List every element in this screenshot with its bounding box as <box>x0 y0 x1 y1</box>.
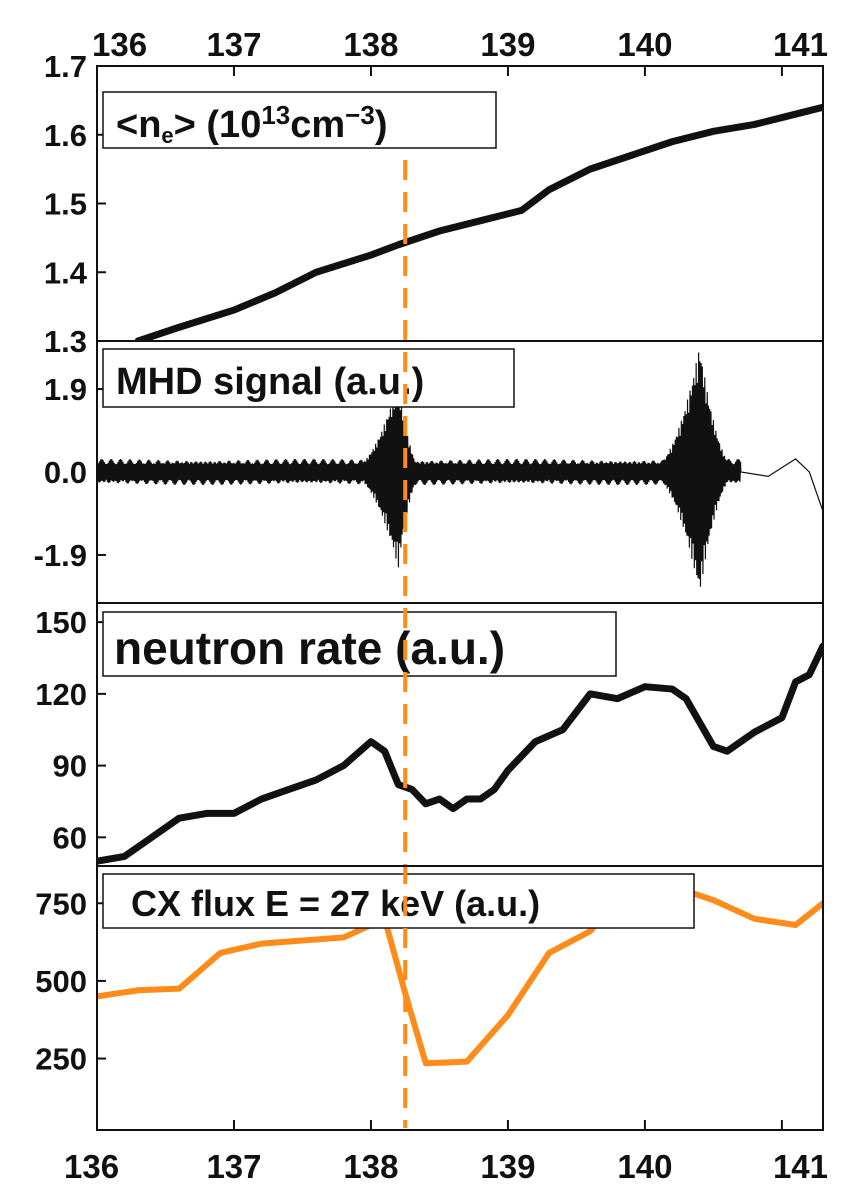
mhd-y-axis: 1.9 0.0 -1.9 <box>34 372 106 573</box>
cx-title: CX flux E = 27 keV (a.u.) <box>131 883 540 924</box>
bottom-x-axis: 136 137 138 139 140 141 <box>64 1120 828 1185</box>
density-y-tick-label: 1.7 <box>44 49 87 84</box>
mhd-y-tick-label: 0.0 <box>44 455 87 490</box>
bottom-x-tick-label: 138 <box>343 1148 398 1185</box>
density-series-line <box>134 103 823 341</box>
mhd-panel: 1.9 0.0 -1.9 MHD signal (a.u.) <box>34 348 824 587</box>
density-y-tick-label: 1.4 <box>44 255 88 290</box>
neutron-title-box: neutron rate (a.u.) <box>102 611 617 677</box>
cx-y-tick-label: 750 <box>35 886 87 921</box>
bottom-x-tick-label: 140 <box>617 1148 672 1185</box>
top-x-tick-label: 140 <box>617 26 672 63</box>
cx-y-axis: 750 500 250 <box>35 886 106 1077</box>
density-y-tick-label: 1.6 <box>44 118 87 153</box>
mhd-title-box: MHD signal (a.u.) <box>102 348 515 408</box>
cx-panel: 750 500 250 CX flux E = 27 keV (a.u.) <box>35 873 823 1077</box>
density-y-axis: 1.7 1.6 1.5 1.4 1.3 <box>44 49 106 359</box>
top-x-tick-label: 138 <box>343 26 398 63</box>
density-y-tick-label: 1.5 <box>44 187 87 222</box>
cx-title-box: CX flux E = 27 keV (a.u.) <box>102 873 695 929</box>
neutron-y-tick-label: 150 <box>35 605 87 640</box>
cx-y-tick-label: 500 <box>35 964 87 999</box>
neutron-panel: 150 120 90 60 neutron rate (a.u.) <box>35 605 823 865</box>
neutron-y-axis: 150 120 90 60 <box>35 605 106 855</box>
top-x-tick-label: 137 <box>206 26 261 63</box>
bottom-x-tick-label: 139 <box>480 1148 535 1185</box>
bottom-x-tick-label: 141 <box>773 1148 828 1185</box>
neutron-y-tick-label: 60 <box>53 820 87 855</box>
cx-y-tick-label: 250 <box>35 1042 87 1077</box>
top-x-tick-label: 136 <box>92 26 147 63</box>
cx-series-line <box>97 884 823 1067</box>
neutron-series-line <box>97 642 823 865</box>
neutron-y-tick-label: 120 <box>35 677 87 712</box>
mhd-y-tick-label: 1.9 <box>44 372 87 407</box>
neutron-plot <box>97 642 823 865</box>
bottom-x-tick-label: 137 <box>206 1148 261 1185</box>
mhd-signal-line <box>96 352 824 587</box>
mhd-plot <box>96 352 824 587</box>
density-title-box: <ne> (1013cm−3) <box>102 91 497 149</box>
panel-frames <box>96 65 824 1131</box>
cx-plot <box>97 884 823 1067</box>
top-x-tick-label: 139 <box>480 26 535 63</box>
mhd-title: MHD signal (a.u.) <box>116 361 424 403</box>
bottom-x-tick-label: 136 <box>64 1148 119 1185</box>
density-plot <box>134 103 823 341</box>
neutron-y-tick-label: 90 <box>53 749 87 784</box>
neutron-title: neutron rate (a.u.) <box>114 622 505 674</box>
top-x-axis: 136 137 138 139 140 141 <box>92 26 828 76</box>
mhd-y-tick-label: -1.9 <box>34 538 87 573</box>
outer-frame <box>96 65 824 1131</box>
density-y-tick-label: 1.3 <box>44 324 87 359</box>
density-panel: 1.7 1.6 1.5 1.4 1.3 <ne> (1013cm−3) <box>44 49 823 359</box>
top-x-tick-label: 141 <box>773 26 828 63</box>
density-title: <ne> (1013cm−3) <box>116 100 387 148</box>
